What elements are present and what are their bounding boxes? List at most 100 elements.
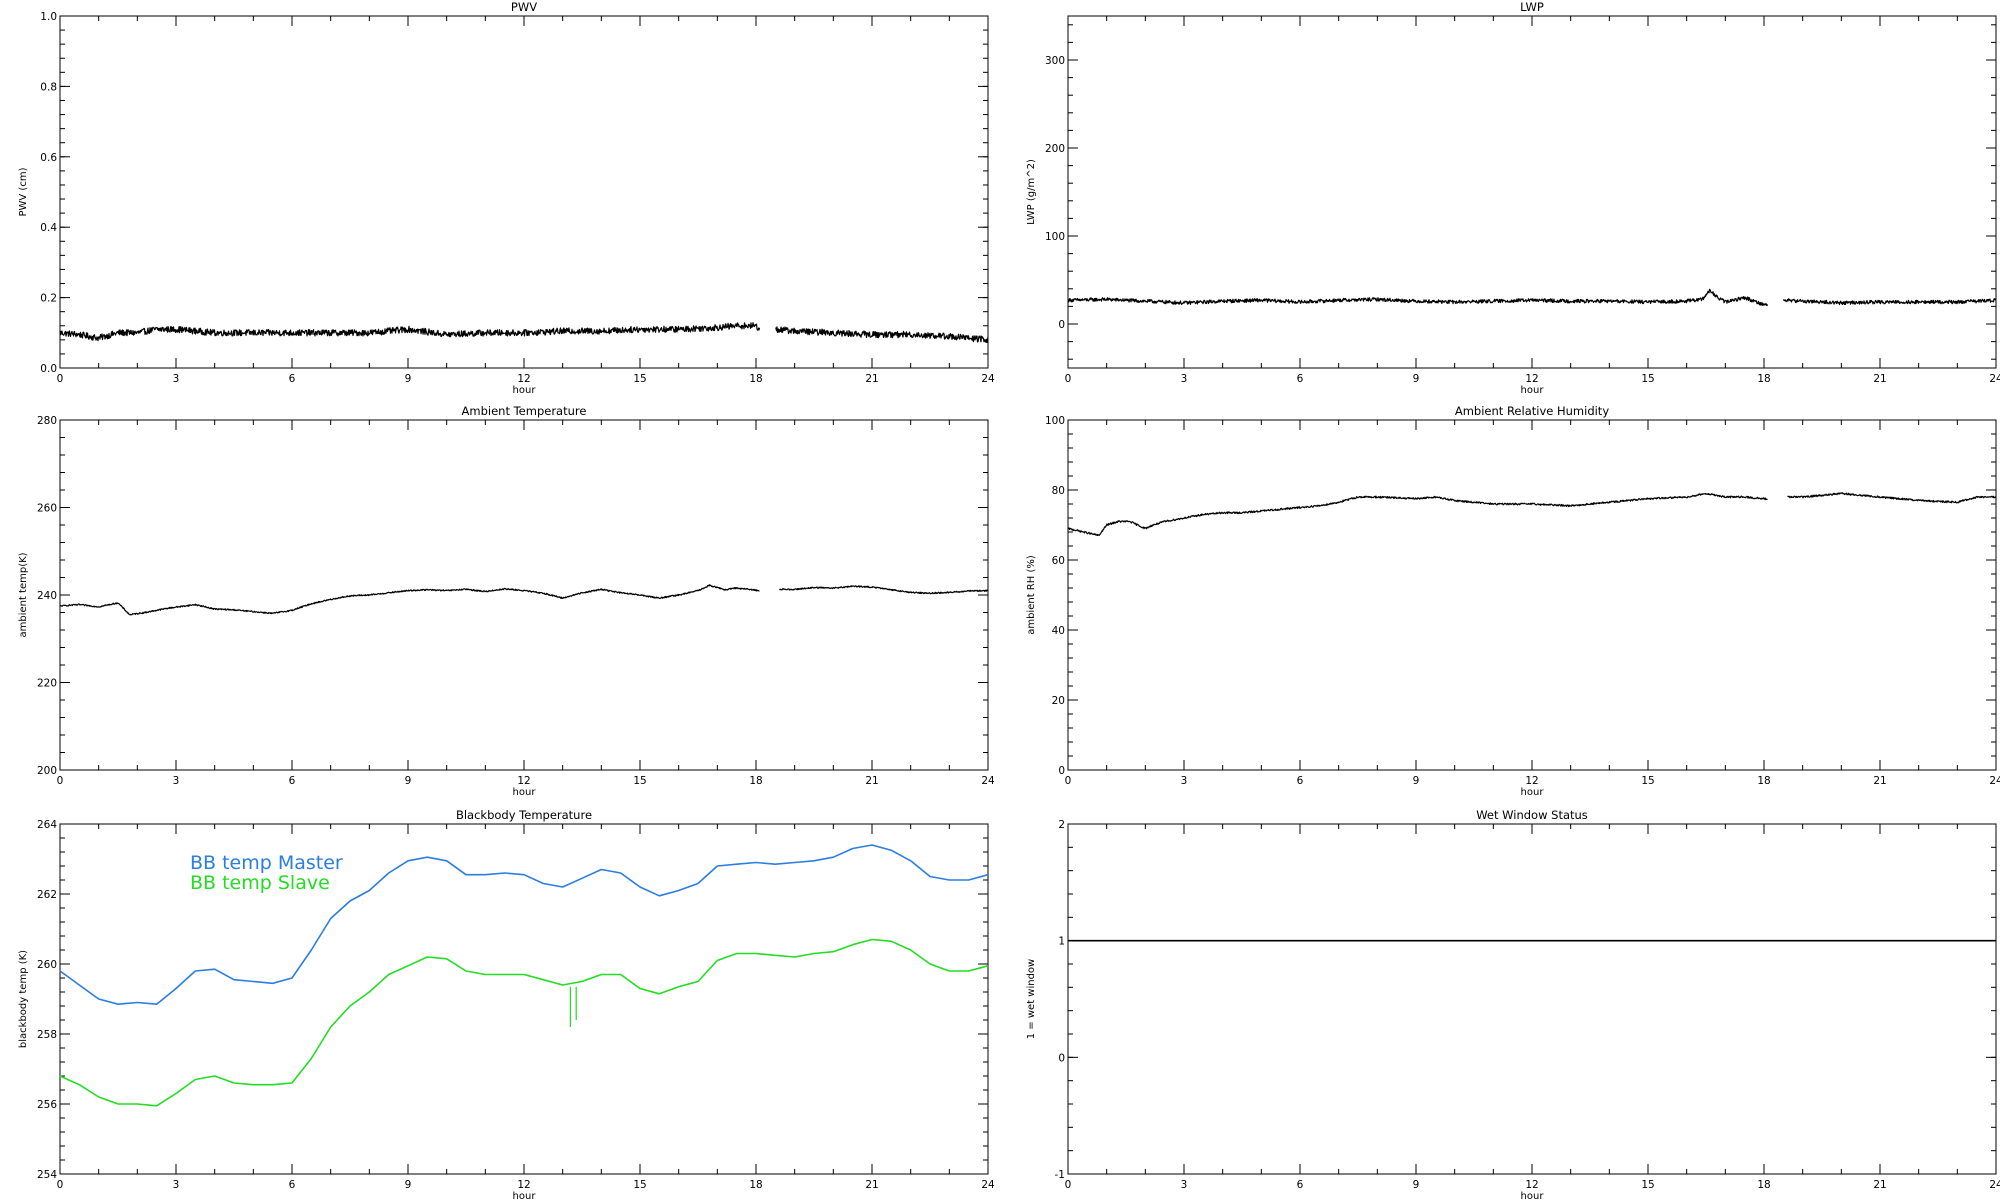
- x-tick-label: 9: [405, 775, 412, 787]
- y-tick-label: 60: [1052, 555, 1065, 567]
- x-tick-label: 6: [289, 1179, 296, 1191]
- x-tick-label: 15: [633, 775, 646, 787]
- x-tick-label: 12: [517, 373, 530, 385]
- x-axis-label: hour: [1521, 1191, 1545, 1200]
- x-tick-label: 24: [981, 775, 995, 787]
- y-tick-label: 220: [37, 678, 57, 690]
- x-tick-label: 18: [1757, 373, 1770, 385]
- x-tick-label: 0: [1065, 1179, 1072, 1191]
- panel-ambient-rh: Ambient Relative Humidity 0 3 6 9 12 15 18 21 24 0…: [1026, 404, 2000, 798]
- y-tick-label: 0: [1058, 319, 1065, 331]
- x-tick-label: 12: [517, 775, 530, 787]
- x-tick-label: 15: [633, 1179, 646, 1191]
- x-tick-label: 21: [1873, 775, 1886, 787]
- x-tick-label: 3: [1181, 775, 1188, 787]
- y-tick-label: 40: [1052, 625, 1065, 637]
- y-tick-label: 260: [37, 959, 57, 971]
- panel-title: Ambient Temperature: [462, 404, 587, 418]
- y-tick-label: 240: [37, 590, 57, 602]
- y-axis-label: ambient RH (%): [1026, 555, 1037, 635]
- y-tick-label: 300: [1045, 55, 1065, 67]
- x-tick-label: 21: [865, 373, 878, 385]
- plot-frame: [59, 419, 989, 771]
- x-tick-label: 15: [1641, 1179, 1654, 1191]
- y-tick-label: 200: [1045, 143, 1065, 155]
- y-tick-label: 264: [37, 819, 57, 831]
- y-tick-label: 280: [37, 415, 57, 427]
- y-tick-label: 100: [1045, 415, 1065, 427]
- series-line-3-0: [1067, 492, 1997, 537]
- x-axis-label: hour: [513, 787, 537, 798]
- x-axis-label: hour: [1521, 385, 1545, 396]
- x-tick-label: 0: [57, 1179, 64, 1191]
- x-tick-label: 6: [1297, 1179, 1304, 1191]
- y-tick-label: 0.8: [40, 81, 57, 93]
- x-tick-label: 12: [517, 1179, 530, 1191]
- series-line-4-1: [59, 938, 989, 1107]
- y-tick-label: 0.0: [40, 363, 57, 375]
- x-tick-label: 0: [1065, 775, 1072, 787]
- x-tick-label: 3: [173, 373, 180, 385]
- plot-frame: [1067, 15, 1997, 369]
- panel-title: LWP: [1520, 0, 1544, 14]
- x-tick-label: 24: [1989, 775, 2000, 787]
- y-tick-label: 258: [37, 1029, 57, 1041]
- series-line-2-0: [59, 584, 989, 616]
- y-tick-label: 80: [1052, 485, 1065, 497]
- x-tick-label: 21: [1873, 373, 1886, 385]
- y-axis-label: blackbody temp (K): [18, 950, 29, 1048]
- panel-title: Blackbody Temperature: [456, 808, 592, 822]
- series-line-0-0: [59, 322, 989, 343]
- x-tick-label: 0: [57, 373, 64, 385]
- x-tick-label: 9: [1413, 775, 1420, 787]
- y-tick-label: -1: [1055, 1169, 1065, 1181]
- x-tick-label: 3: [173, 1179, 180, 1191]
- y-tick-label: 256: [37, 1099, 57, 1111]
- x-tick-label: 18: [749, 775, 762, 787]
- y-tick-label: 0: [1058, 1052, 1065, 1064]
- y-tick-label: 100: [1045, 231, 1065, 243]
- x-tick-label: 6: [1297, 775, 1304, 787]
- y-tick-label: 254: [37, 1169, 57, 1181]
- panel-pwv: PWV 0 3 6 9 12 15 18 21 24 0.0 0.2 0.4 0.6 0.8 1.0 hour P…: [18, 0, 995, 396]
- panel-ambient-temp: Ambient Temperature 0 3 6 9 12 15 18 21 24 200 220 2…: [18, 404, 995, 798]
- y-tick-label: 0.4: [40, 222, 57, 234]
- x-tick-label: 15: [1641, 775, 1654, 787]
- x-tick-label: 21: [1873, 1179, 1886, 1191]
- x-axis-label: hour: [1521, 787, 1545, 798]
- y-tick-label: 262: [37, 889, 57, 901]
- x-tick-label: 12: [1525, 775, 1538, 787]
- x-tick-label: 24: [981, 373, 995, 385]
- x-tick-label: 9: [405, 373, 412, 385]
- x-tick-label: 3: [1181, 373, 1188, 385]
- y-axis-label: 1 = wet window: [1026, 959, 1037, 1039]
- x-tick-label: 24: [981, 1179, 995, 1191]
- x-tick-label: 0: [57, 775, 64, 787]
- x-tick-label: 12: [1525, 373, 1538, 385]
- y-axis-label: ambient temp(K): [18, 552, 29, 637]
- x-tick-label: 18: [1757, 775, 1770, 787]
- x-tick-label: 21: [865, 1179, 878, 1191]
- panel-lwp: LWP 0 3 6 9 12 15 18 21 24 0 100 200 300 hour LWP (g/m^…: [1026, 0, 2000, 396]
- plot-frame: [59, 15, 989, 369]
- y-tick-label: 20: [1052, 695, 1065, 707]
- x-tick-label: 24: [1989, 373, 2000, 385]
- legend-entry: BB temp Slave: [190, 872, 330, 894]
- plot-frame: [1067, 419, 1997, 771]
- panel-title: Ambient Relative Humidity: [1455, 404, 1609, 418]
- x-axis-label: hour: [513, 385, 537, 396]
- y-tick-label: 260: [37, 503, 57, 515]
- x-tick-label: 12: [1525, 1179, 1538, 1191]
- x-tick-label: 3: [1181, 1179, 1188, 1191]
- panel-bb-temp: Blackbody Temperature 0 3 6 9 12 15 18 21 24 254 25…: [18, 808, 995, 1200]
- x-tick-label: 6: [1297, 373, 1304, 385]
- y-tick-label: 1.0: [40, 11, 57, 23]
- x-tick-label: 0: [1065, 373, 1072, 385]
- x-axis-label: hour: [513, 1191, 537, 1200]
- y-tick-label: 0.2: [40, 293, 57, 305]
- x-tick-label: 9: [1413, 1179, 1420, 1191]
- x-tick-label: 6: [289, 775, 296, 787]
- x-tick-label: 9: [405, 1179, 412, 1191]
